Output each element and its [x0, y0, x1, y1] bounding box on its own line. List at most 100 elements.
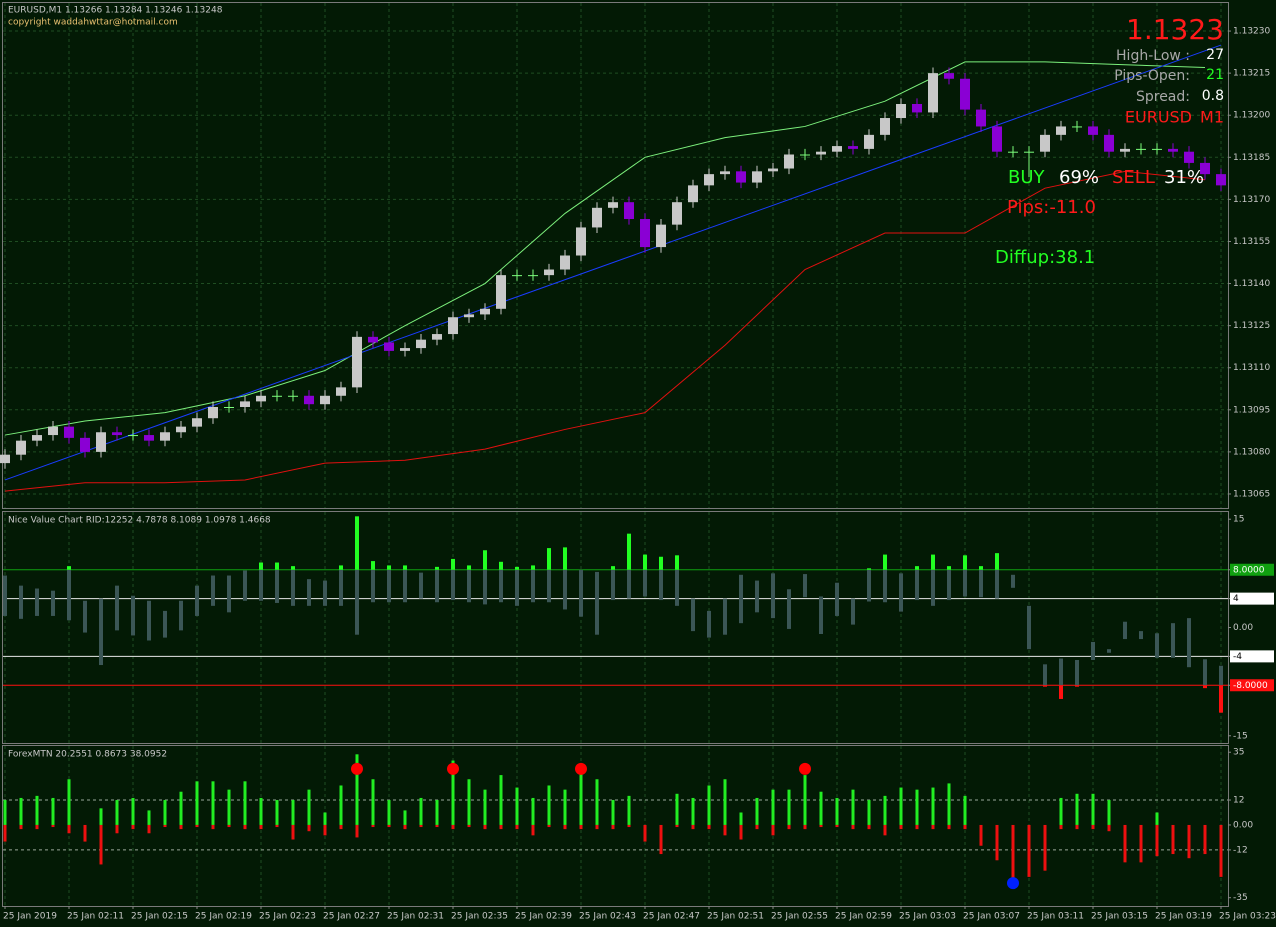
info-value: 21 — [1206, 67, 1224, 83]
candle-body — [176, 426, 186, 433]
candle-body — [1088, 126, 1098, 135]
range-bar-high — [979, 566, 983, 570]
histogram-bar — [1043, 824, 1047, 871]
candle-body — [32, 435, 42, 441]
range-bar-high — [451, 558, 455, 570]
y-tick-label: 1.13200 — [1233, 111, 1270, 121]
candle-body — [1120, 148, 1130, 152]
histogram-bar — [883, 795, 887, 825]
histogram-bar — [483, 789, 487, 825]
histogram-bar — [691, 797, 695, 825]
candle-body — [656, 224, 666, 248]
y-tick-label: 1.13170 — [1233, 195, 1270, 205]
candle-body — [400, 348, 410, 351]
y-tick-label: 12 — [1233, 796, 1244, 806]
candle-body — [784, 154, 794, 169]
range-bar — [467, 569, 471, 603]
y-tick-label: 0.00 — [1233, 623, 1253, 633]
pips: Pips:-11.0 — [1007, 197, 1096, 218]
main-panel-frame — [2, 2, 1229, 509]
candle-body — [880, 118, 890, 135]
histogram-bar — [1203, 824, 1207, 855]
histogram-bar — [627, 795, 631, 825]
histogram-bar — [579, 824, 583, 830]
range-bar — [195, 585, 199, 616]
x-tick-label: 25 Jan 2019 — [3, 912, 57, 922]
histogram-bar — [1187, 824, 1191, 859]
candle-body — [512, 275, 522, 277]
histogram-bar — [307, 824, 311, 832]
y-tick-label: 1.13155 — [1233, 237, 1270, 247]
histogram-bar — [355, 754, 359, 825]
histogram-bar — [451, 824, 455, 830]
candle-body — [768, 168, 778, 172]
histogram-bar — [531, 824, 535, 836]
y-tick-label: 1.13230 — [1233, 27, 1270, 37]
y-tick-label: 1.13215 — [1233, 69, 1270, 79]
x-tick-label: 25 Jan 03:07 — [963, 912, 1020, 922]
histogram-bar — [931, 824, 935, 830]
histogram-bar — [131, 824, 135, 830]
range-bar — [627, 569, 631, 599]
range-bar — [1155, 633, 1159, 658]
mtn-panel-frame — [2, 745, 1229, 907]
candle-body — [240, 401, 250, 407]
range-bar — [643, 569, 647, 597]
histogram-bar — [163, 824, 167, 828]
histogram-bar — [563, 789, 567, 825]
range-bar-high — [883, 554, 887, 570]
histogram-bar — [1139, 824, 1143, 863]
x-tick-label: 25 Jan 02:11 — [67, 912, 124, 922]
range-bar — [419, 572, 423, 599]
range-bar-low — [1075, 685, 1079, 687]
histogram-bar — [563, 824, 567, 830]
x-tick-label: 25 Jan 03:03 — [899, 912, 956, 922]
info-value: 0.8 — [1202, 88, 1224, 104]
symbol: EURUSD — [1125, 108, 1192, 127]
range-bar — [163, 610, 167, 638]
histogram-bar — [739, 824, 743, 840]
candle-body — [112, 432, 122, 436]
range-bar — [947, 569, 951, 601]
signal-dot — [799, 762, 811, 775]
candle-body — [672, 202, 682, 225]
x-tick-label: 25 Jan 02:19 — [195, 912, 252, 922]
range-bar — [147, 600, 151, 641]
range-bar — [723, 598, 727, 635]
candle-body — [720, 171, 730, 175]
histogram-bar — [211, 781, 215, 825]
indicator-line — [4, 44, 1222, 481]
range-bar — [883, 569, 887, 603]
histogram-bar — [419, 797, 423, 825]
range-bar — [483, 569, 487, 605]
range-bar — [659, 569, 663, 601]
plot-layer: 25 Jan 2019 25 Jan 02:11 25 Jan 02:15 25 Ja… — [0, 3, 1276, 922]
y-tick-label: 4 — [1233, 594, 1239, 604]
range-bar — [755, 580, 759, 613]
histogram-bar — [835, 824, 839, 828]
histogram-bar — [387, 824, 391, 828]
histogram-bar — [339, 785, 343, 825]
histogram-bar — [99, 824, 103, 865]
range-bar — [963, 569, 967, 597]
histogram-bar — [899, 824, 903, 830]
histogram-bar — [243, 824, 247, 830]
y-tick-label: -35 — [1233, 893, 1248, 903]
range-bar — [803, 574, 807, 598]
histogram-bar — [467, 824, 471, 828]
histogram-bar — [1059, 824, 1063, 830]
range-bar — [931, 569, 935, 606]
histogram-bar — [275, 800, 279, 825]
histogram-bar — [723, 779, 727, 825]
histogram-bar — [867, 824, 871, 830]
range-bar — [99, 598, 103, 666]
histogram-bar — [771, 789, 775, 825]
histogram-bar — [787, 824, 791, 830]
range-bar — [1123, 621, 1127, 640]
signal-dot — [447, 762, 459, 775]
info-label: Pips-Open: — [1114, 68, 1190, 84]
histogram-bar — [499, 775, 503, 825]
histogram-bar — [755, 824, 759, 830]
histogram-bar — [371, 779, 375, 825]
